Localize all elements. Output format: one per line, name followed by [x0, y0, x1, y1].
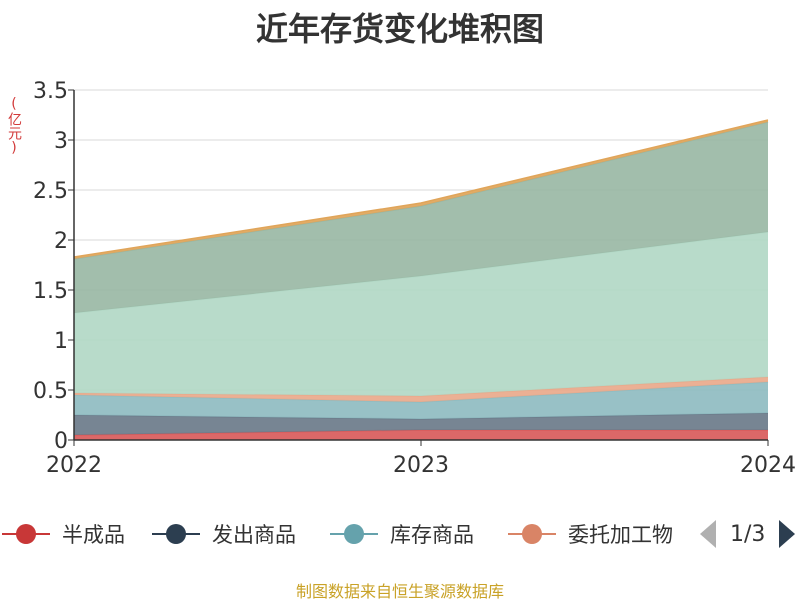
legend-marker-icon — [2, 514, 50, 554]
y-tick-label: 1 — [54, 329, 68, 354]
area-series-5 — [74, 122, 768, 313]
y-tick-label: 1.5 — [33, 279, 68, 304]
y-tick-label: 3.5 — [33, 79, 68, 104]
area-series-line-6 — [73, 119, 769, 258]
x-tick-label: 2022 — [46, 453, 102, 478]
y-tick-label: 0 — [54, 429, 68, 454]
area-series-3 — [74, 377, 768, 402]
legend-item-1[interactable]: 发出商品 — [152, 514, 296, 554]
legend-marker-icon — [152, 514, 200, 554]
legend-item-0[interactable]: 半成品 — [2, 514, 125, 554]
legend-page-indicator: 1/3 — [730, 521, 766, 547]
y-tick-label: 3 — [54, 129, 68, 154]
y-tick-label: 2 — [54, 229, 68, 254]
area-series-1 — [74, 413, 768, 435]
legend-pager: 1/3 — [700, 514, 796, 554]
legend-label: 委托加工物 — [568, 523, 673, 547]
chart-title: 近年存货变化堆积图 — [255, 10, 544, 48]
area-series-4 — [74, 232, 768, 396]
legend-marker-icon — [508, 514, 556, 554]
y-tick-label: 0.5 — [33, 379, 68, 404]
legend-label: 半成品 — [62, 523, 125, 547]
area-series-2 — [74, 382, 768, 419]
legend-label: 发出商品 — [212, 523, 296, 547]
x-tick-label: 2024 — [740, 453, 796, 478]
legend-item-2[interactable]: 库存商品 — [330, 514, 474, 554]
legend-prev-icon[interactable] — [700, 520, 716, 548]
legend-label: 库存商品 — [390, 523, 474, 547]
y-tick-label: 2.5 — [33, 179, 68, 204]
legend: 半成品 发出商品 库存商品 委托加工物 1/3 — [0, 514, 800, 554]
x-tick-label: 2023 — [393, 453, 449, 478]
legend-marker-icon — [330, 514, 378, 554]
data-source-note: 制图数据来自恒生聚源数据库 — [295, 582, 504, 601]
y-axis-unit: (亿元) — [6, 96, 22, 156]
legend-item-3[interactable]: 委托加工物 — [508, 514, 673, 554]
legend-next-icon[interactable] — [779, 520, 796, 548]
